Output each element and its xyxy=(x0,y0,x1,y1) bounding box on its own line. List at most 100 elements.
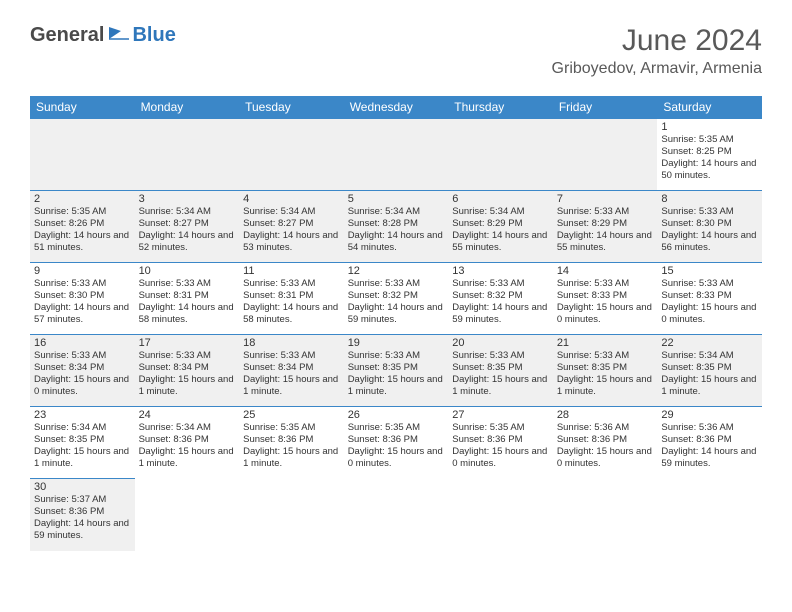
daylight-text: Daylight: 15 hours and 0 minutes. xyxy=(34,374,131,398)
day-info: Sunrise: 5:36 AMSunset: 8:36 PMDaylight:… xyxy=(661,422,758,470)
day-number: 23 xyxy=(34,409,131,421)
calendar-cell: 17Sunrise: 5:33 AMSunset: 8:34 PMDayligh… xyxy=(135,335,240,407)
day-number: 9 xyxy=(34,265,131,277)
header: General Blue June 2024 Griboyedov, Armav… xyxy=(0,0,792,86)
sunset-text: Sunset: 8:36 PM xyxy=(139,434,236,446)
daylight-text: Daylight: 15 hours and 0 minutes. xyxy=(661,302,758,326)
calendar-cell xyxy=(239,119,344,191)
sunset-text: Sunset: 8:35 PM xyxy=(452,362,549,374)
location: Griboyedov, Armavir, Armenia xyxy=(552,60,762,78)
day-number: 27 xyxy=(452,409,549,421)
logo-text-blue: Blue xyxy=(132,24,175,47)
day-number: 17 xyxy=(139,337,236,349)
calendar-cell xyxy=(448,119,553,191)
sunset-text: Sunset: 8:31 PM xyxy=(243,290,340,302)
sunset-text: Sunset: 8:27 PM xyxy=(243,218,340,230)
sunset-text: Sunset: 8:36 PM xyxy=(452,434,549,446)
calendar-cell: 26Sunrise: 5:35 AMSunset: 8:36 PMDayligh… xyxy=(344,407,449,479)
calendar-cell xyxy=(239,479,344,551)
sunrise-text: Sunrise: 5:35 AM xyxy=(452,422,549,434)
calendar-cell: 13Sunrise: 5:33 AMSunset: 8:32 PMDayligh… xyxy=(448,263,553,335)
sunrise-text: Sunrise: 5:34 AM xyxy=(243,206,340,218)
calendar-cell xyxy=(135,119,240,191)
sunrise-text: Sunrise: 5:34 AM xyxy=(34,422,131,434)
sunset-text: Sunset: 8:33 PM xyxy=(557,290,654,302)
logo-text-dark: General xyxy=(30,24,104,47)
calendar-cell: 27Sunrise: 5:35 AMSunset: 8:36 PMDayligh… xyxy=(448,407,553,479)
day-info: Sunrise: 5:33 AMSunset: 8:31 PMDaylight:… xyxy=(243,278,340,326)
sunrise-text: Sunrise: 5:34 AM xyxy=(661,350,758,362)
day-header: Tuesday xyxy=(239,96,344,119)
sunrise-text: Sunrise: 5:33 AM xyxy=(243,278,340,290)
table-row: 2Sunrise: 5:35 AMSunset: 8:26 PMDaylight… xyxy=(30,191,762,263)
calendar-cell xyxy=(344,119,449,191)
calendar-cell: 15Sunrise: 5:33 AMSunset: 8:33 PMDayligh… xyxy=(657,263,762,335)
day-number: 5 xyxy=(348,193,445,205)
day-header-row: SundayMondayTuesdayWednesdayThursdayFrid… xyxy=(30,96,762,119)
day-info: Sunrise: 5:36 AMSunset: 8:36 PMDaylight:… xyxy=(557,422,654,470)
day-info: Sunrise: 5:34 AMSunset: 8:29 PMDaylight:… xyxy=(452,206,549,254)
sunrise-text: Sunrise: 5:33 AM xyxy=(557,350,654,362)
day-info: Sunrise: 5:33 AMSunset: 8:33 PMDaylight:… xyxy=(661,278,758,326)
sunrise-text: Sunrise: 5:35 AM xyxy=(243,422,340,434)
title-block: June 2024 Griboyedov, Armavir, Armenia xyxy=(552,24,762,78)
day-number: 26 xyxy=(348,409,445,421)
calendar-cell xyxy=(30,119,135,191)
daylight-text: Daylight: 15 hours and 1 minute. xyxy=(139,446,236,470)
sunrise-text: Sunrise: 5:33 AM xyxy=(452,350,549,362)
daylight-text: Daylight: 14 hours and 56 minutes. xyxy=(661,230,758,254)
calendar-cell xyxy=(135,479,240,551)
day-info: Sunrise: 5:37 AMSunset: 8:36 PMDaylight:… xyxy=(34,494,131,542)
sunrise-text: Sunrise: 5:34 AM xyxy=(139,206,236,218)
day-header: Friday xyxy=(553,96,658,119)
day-header: Saturday xyxy=(657,96,762,119)
sunrise-text: Sunrise: 5:33 AM xyxy=(139,278,236,290)
table-row: 16Sunrise: 5:33 AMSunset: 8:34 PMDayligh… xyxy=(30,335,762,407)
calendar-cell: 25Sunrise: 5:35 AMSunset: 8:36 PMDayligh… xyxy=(239,407,344,479)
daylight-text: Daylight: 14 hours and 53 minutes. xyxy=(243,230,340,254)
day-info: Sunrise: 5:33 AMSunset: 8:30 PMDaylight:… xyxy=(34,278,131,326)
calendar-cell: 24Sunrise: 5:34 AMSunset: 8:36 PMDayligh… xyxy=(135,407,240,479)
calendar-cell xyxy=(657,479,762,551)
daylight-text: Daylight: 14 hours and 59 minutes. xyxy=(34,518,131,542)
sunrise-text: Sunrise: 5:33 AM xyxy=(348,278,445,290)
sunset-text: Sunset: 8:35 PM xyxy=(34,434,131,446)
day-info: Sunrise: 5:33 AMSunset: 8:30 PMDaylight:… xyxy=(661,206,758,254)
day-number: 12 xyxy=(348,265,445,277)
day-header: Thursday xyxy=(448,96,553,119)
table-row: 30Sunrise: 5:37 AMSunset: 8:36 PMDayligh… xyxy=(30,479,762,551)
day-number: 4 xyxy=(243,193,340,205)
day-number: 14 xyxy=(557,265,654,277)
day-info: Sunrise: 5:35 AMSunset: 8:26 PMDaylight:… xyxy=(34,206,131,254)
sunrise-text: Sunrise: 5:33 AM xyxy=(452,278,549,290)
day-info: Sunrise: 5:33 AMSunset: 8:34 PMDaylight:… xyxy=(243,350,340,398)
sunrise-text: Sunrise: 5:33 AM xyxy=(139,350,236,362)
sunset-text: Sunset: 8:25 PM xyxy=(661,146,758,158)
sunset-text: Sunset: 8:34 PM xyxy=(243,362,340,374)
daylight-text: Daylight: 15 hours and 1 minute. xyxy=(139,374,236,398)
sunset-text: Sunset: 8:30 PM xyxy=(34,290,131,302)
day-number: 6 xyxy=(452,193,549,205)
sunrise-text: Sunrise: 5:34 AM xyxy=(139,422,236,434)
day-number: 3 xyxy=(139,193,236,205)
day-number: 13 xyxy=(452,265,549,277)
calendar-body: 1Sunrise: 5:35 AMSunset: 8:25 PMDaylight… xyxy=(30,119,762,551)
day-number: 30 xyxy=(34,481,131,493)
sunrise-text: Sunrise: 5:33 AM xyxy=(348,350,445,362)
sunset-text: Sunset: 8:36 PM xyxy=(243,434,340,446)
day-info: Sunrise: 5:33 AMSunset: 8:35 PMDaylight:… xyxy=(557,350,654,398)
sunset-text: Sunset: 8:29 PM xyxy=(557,218,654,230)
sunrise-text: Sunrise: 5:37 AM xyxy=(34,494,131,506)
sunset-text: Sunset: 8:36 PM xyxy=(557,434,654,446)
day-info: Sunrise: 5:33 AMSunset: 8:35 PMDaylight:… xyxy=(348,350,445,398)
sunset-text: Sunset: 8:36 PM xyxy=(34,506,131,518)
calendar-cell: 12Sunrise: 5:33 AMSunset: 8:32 PMDayligh… xyxy=(344,263,449,335)
day-number: 16 xyxy=(34,337,131,349)
sunset-text: Sunset: 8:32 PM xyxy=(452,290,549,302)
day-number: 19 xyxy=(348,337,445,349)
day-info: Sunrise: 5:33 AMSunset: 8:34 PMDaylight:… xyxy=(34,350,131,398)
day-header: Monday xyxy=(135,96,240,119)
daylight-text: Daylight: 14 hours and 58 minutes. xyxy=(243,302,340,326)
table-row: 1Sunrise: 5:35 AMSunset: 8:25 PMDaylight… xyxy=(30,119,762,191)
calendar-cell: 11Sunrise: 5:33 AMSunset: 8:31 PMDayligh… xyxy=(239,263,344,335)
